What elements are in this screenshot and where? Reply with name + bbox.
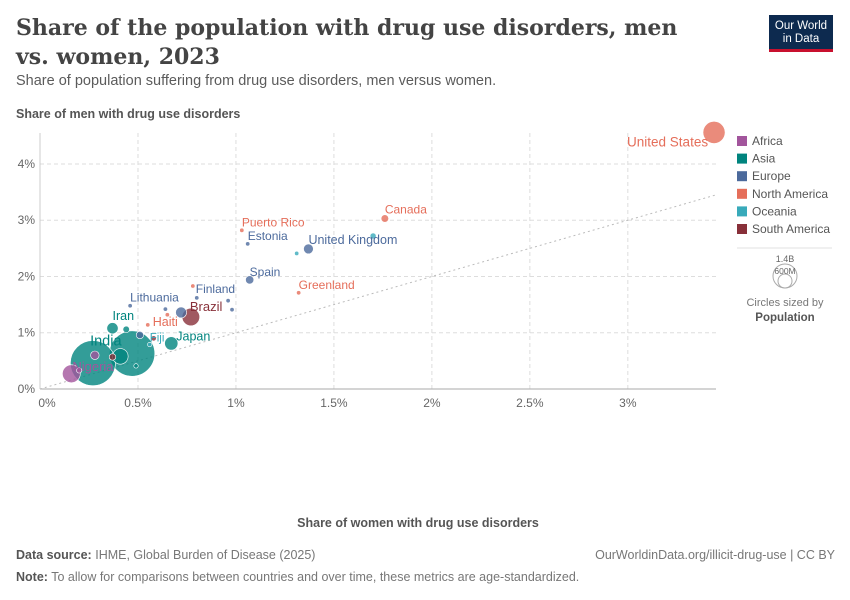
data-point [245,241,251,247]
legend-swatch [737,224,747,234]
data-point [127,303,133,309]
owid-logo[interactable]: Our World in Data [769,15,833,52]
data-point [380,214,389,223]
data-source: Data source: IHME, Global Burden of Dise… [16,548,315,562]
point-label: Nigeria [72,359,114,374]
point-label: Japan [176,329,210,343]
legend-label: Europe [752,169,791,183]
size-legend-circle-small [777,273,793,289]
data-point [62,364,81,384]
legend-label: Africa [752,134,783,148]
data-point [369,232,377,240]
data-point [164,312,170,318]
data-point [108,353,117,361]
y-tick-label: 4% [18,157,36,171]
point-label: Finland [196,282,235,296]
data-point [133,363,139,369]
legend-label: Oceania [752,204,797,218]
data-point [245,275,255,285]
data-point [147,342,153,348]
data-point [164,336,179,351]
x-tick-label: 1.5% [320,396,348,410]
chart-note: Note: To allow for comparisons between c… [16,570,579,584]
point-label: Brazil [190,299,223,314]
data-point [76,367,83,374]
data-point [90,350,100,360]
data-point [239,227,245,233]
source-url-link[interactable]: OurWorldinData.org/illicit-drug-use | CC… [595,548,835,562]
data-point [296,290,302,296]
legend-swatch [737,153,747,164]
point-label: India [90,334,122,350]
size-legend-variable: Population [755,312,814,324]
point-label: United States [627,134,708,149]
data-point [175,306,187,319]
data-point [106,322,119,335]
point-label: Puerto Rico [242,215,305,229]
data-point [303,243,314,255]
x-tick-label: 3% [619,396,637,410]
size-legend-small-label: 600M [774,266,795,276]
data-source-label: Data source: [16,548,92,562]
note-text: To allow for comparisons between countri… [51,570,580,584]
note-label: Note: [16,570,48,584]
y-tick-label: 2% [18,269,36,283]
y-tick-label: 3% [18,213,36,227]
legend-label: North America [752,187,828,201]
size-legend-big-label: 1.4B [776,254,795,264]
data-point [70,340,116,386]
point-label: Haiti [153,315,178,329]
data-point [122,325,130,333]
point-label: Spain [250,265,281,279]
point-label: Canada [385,203,427,217]
x-tick-label: 1% [227,396,245,410]
point-label: United Kingdom [308,233,397,247]
data-point [702,121,726,144]
point-label: Greenland [299,278,355,292]
x-tick-label: 2.5% [516,396,544,410]
data-point [190,283,196,289]
data-source-text: IHME, Global Burden of Disease (2025) [95,548,316,562]
legend-swatch [737,206,747,217]
legend-swatch [737,136,747,146]
x-tick-label: 2% [423,396,441,410]
chart-title: Share of the population with drug use di… [16,15,678,70]
data-point [135,330,144,339]
data-point [225,298,231,304]
legend-swatch [737,188,747,199]
logo-line-2: in Data [782,33,820,45]
y-axis-label: Share of men with drug use disorders [16,107,240,121]
data-point [145,322,151,328]
logo-line-1: Our World [774,20,828,32]
legend-label: Asia [752,152,776,166]
legend-swatch [737,171,747,182]
x-tick-label: 0.5% [124,396,152,410]
reference-line [39,194,717,390]
size-legend-caption: Circles sized by [746,297,824,309]
x-tick-label: 0% [38,396,56,410]
chart-subtitle: Share of population suffering from drug … [16,73,497,89]
data-point [162,306,168,312]
data-point [150,335,157,342]
point-label: Estonia [248,229,288,243]
point-label: Fiji [150,333,165,345]
data-point [294,250,300,256]
data-point [229,307,235,313]
scatter-chart: Share of men with drug use disorders 0% 1%… [16,107,832,530]
point-label: Lithuania [130,291,179,305]
y-tick-label: 0% [18,382,36,396]
point-label: Iran [112,309,134,323]
legend-label: South America [752,222,830,236]
x-axis-label: Share of women with drug use disorders [297,516,539,530]
data-point [194,295,200,301]
y-tick-label: 1% [18,326,36,340]
